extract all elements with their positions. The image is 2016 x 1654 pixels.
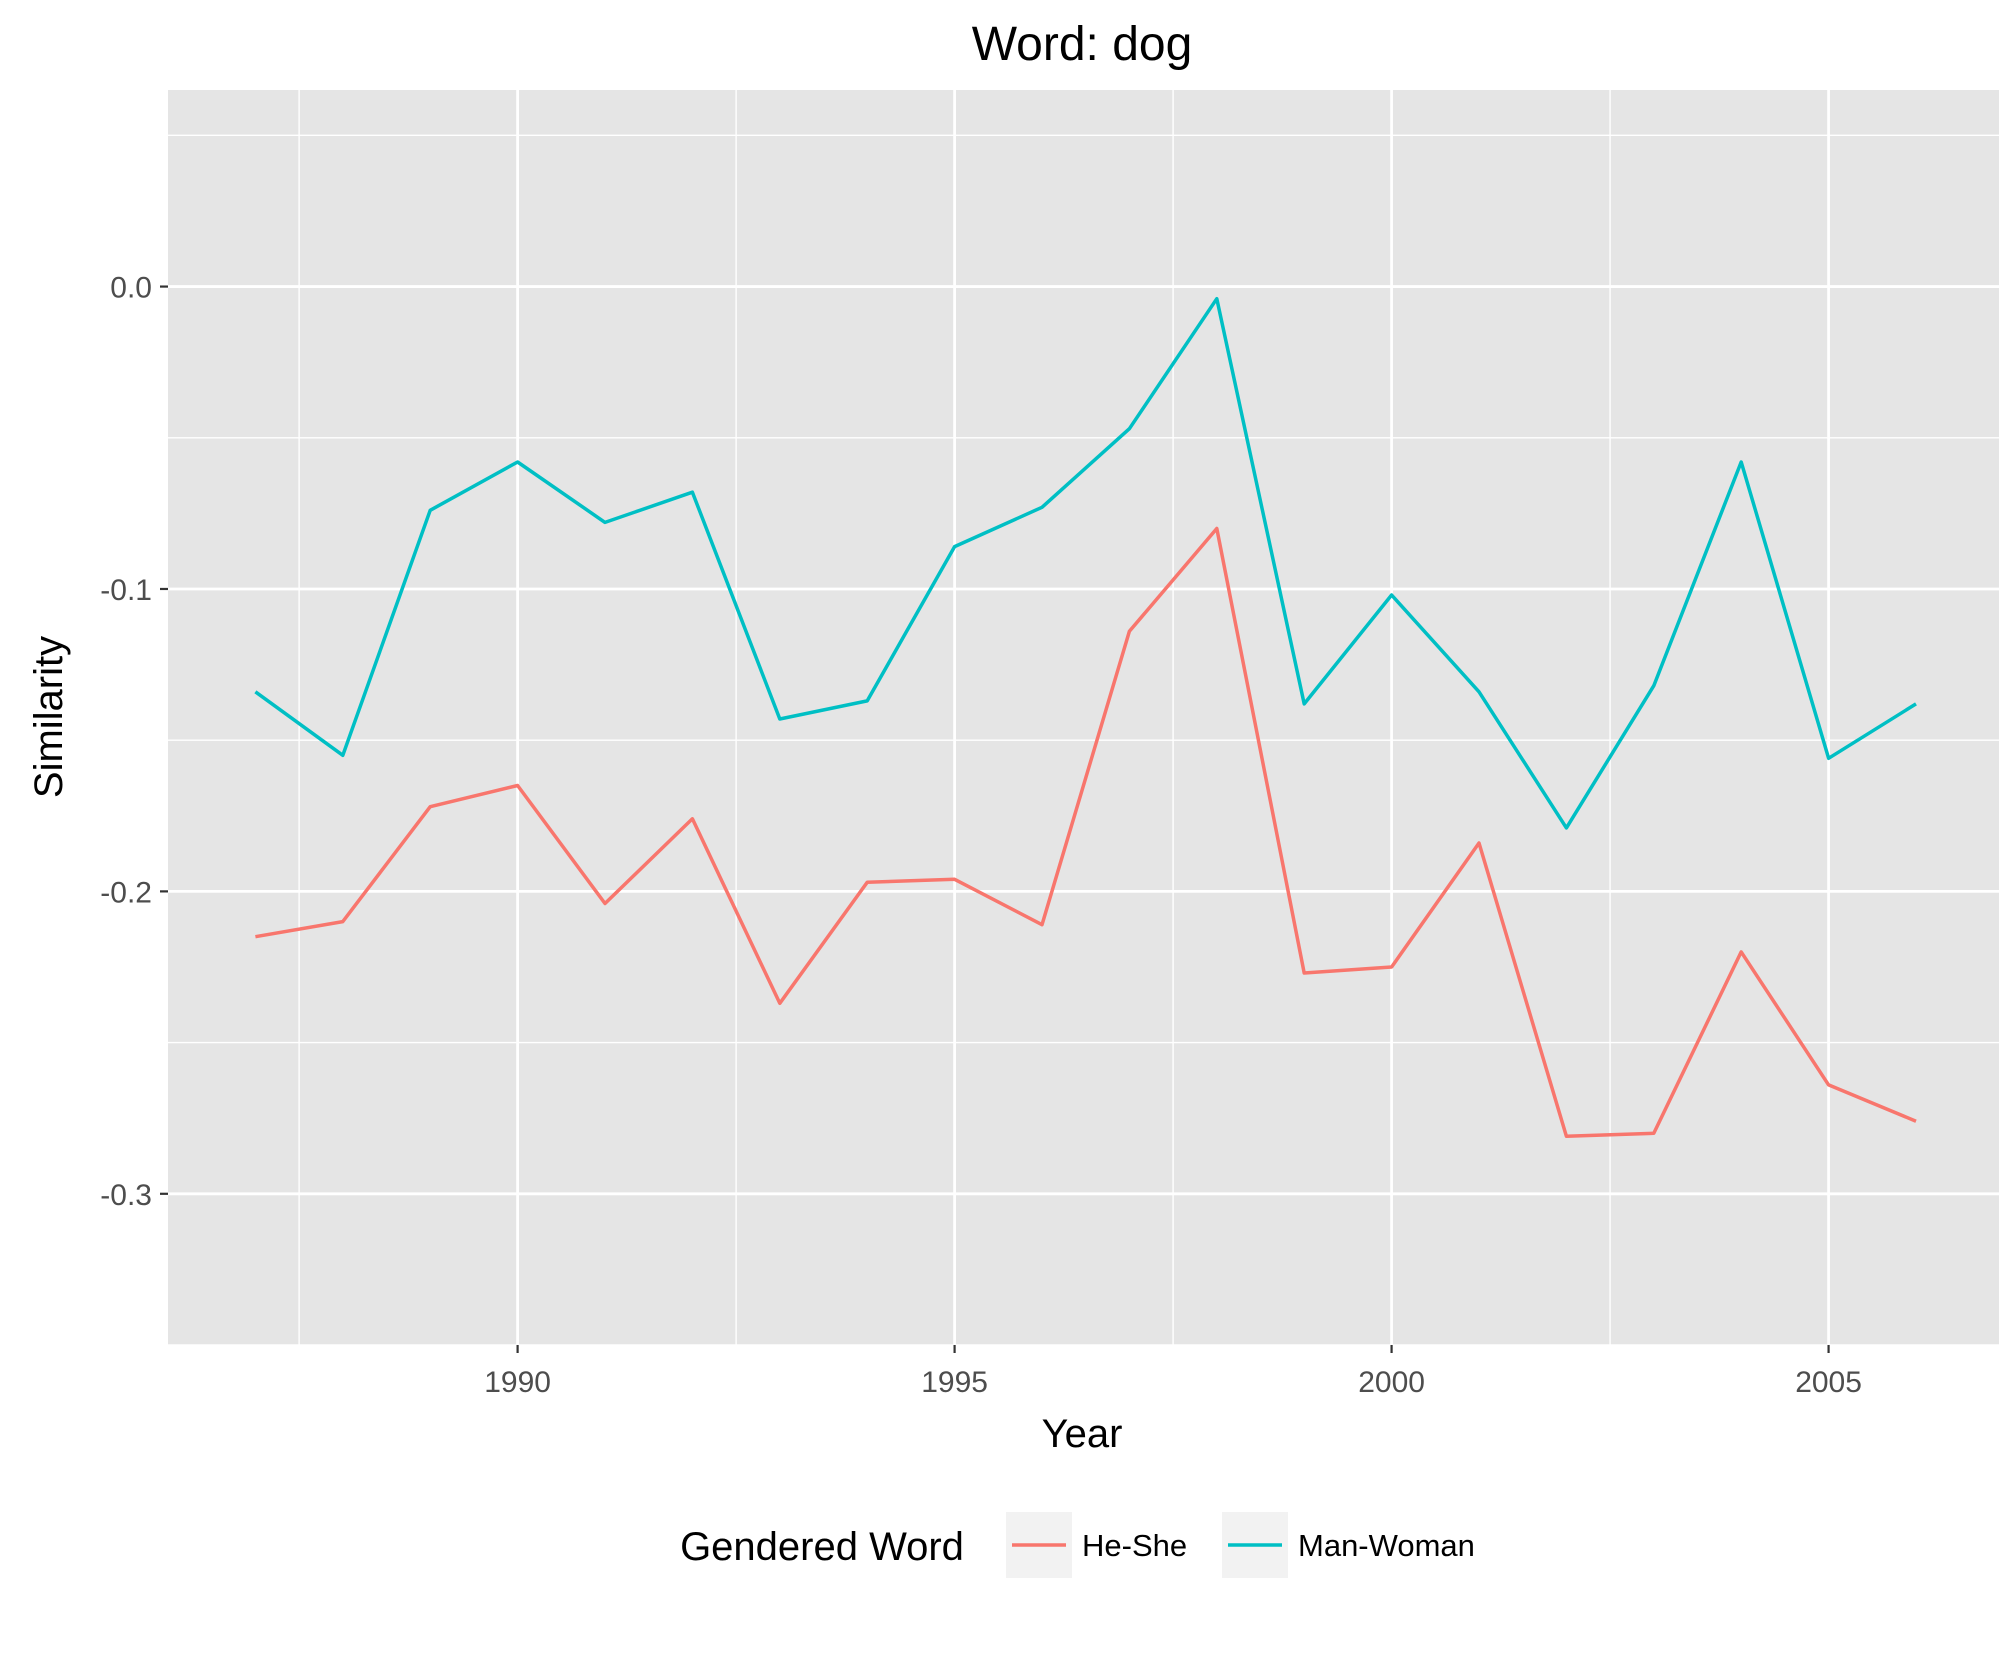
legend-label-he-she: He-She: [1082, 1528, 1187, 1563]
legend-title: Gendered Word: [680, 1525, 964, 1569]
minor-gridlines: [168, 90, 1999, 1346]
x-axis-title: Year: [1042, 1412, 1123, 1456]
series-line-he-she: [255, 526, 1917, 1139]
series-line-man-woman: [254, 296, 1917, 830]
x-axis: 1990 1995 2000 2005: [484, 1345, 1862, 1399]
y-tick-label--0.2: -0.2: [100, 876, 152, 909]
x-tick-label-2005: 2005: [1795, 1366, 1862, 1399]
plot-panel: [168, 90, 1999, 1345]
chart-title: Word: dog: [972, 18, 1193, 71]
x-tick-label-2000: 2000: [1358, 1366, 1425, 1399]
y-tick-label--0.1: -0.1: [100, 574, 152, 607]
major-gridlines: [168, 90, 1999, 1345]
y-axis-title: Similarity: [27, 636, 71, 798]
series-layer: [254, 296, 1917, 1139]
y-axis: 0.0 -0.1 -0.2 -0.3: [100, 272, 168, 1212]
y-tick-label--0.3: -0.3: [100, 1179, 152, 1212]
legend-label-man-woman: Man-Woman: [1298, 1528, 1475, 1563]
y-tick-label-0.0: 0.0: [110, 272, 152, 305]
x-tick-label-1990: 1990: [484, 1366, 551, 1399]
x-tick-label-1995: 1995: [921, 1366, 988, 1399]
legend: Gendered Word He-She Man-Woman: [680, 1512, 1475, 1578]
